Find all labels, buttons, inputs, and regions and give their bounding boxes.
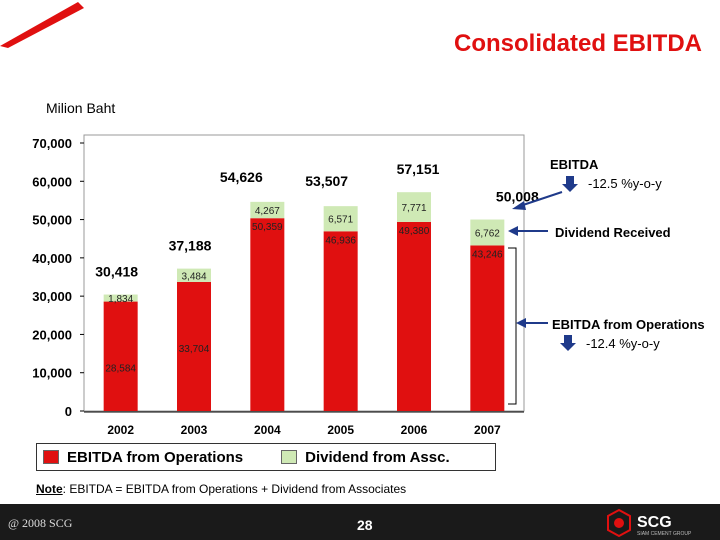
bar-total-label: 57,151 <box>397 161 440 177</box>
x-tick-label: 2007 <box>474 423 501 437</box>
x-tick-label: 2002 <box>107 423 134 437</box>
ebitda-down-icon <box>562 176 578 192</box>
bar-operations-label: 50,359 <box>252 222 283 233</box>
legend-label-dividend: Dividend from Assc. <box>305 448 450 466</box>
bar-total-label: 37,188 <box>169 238 212 254</box>
bar-operations <box>470 245 505 411</box>
bar-operations <box>103 301 138 411</box>
bar-dividend-label: 7,771 <box>401 203 426 214</box>
chart-legend: EBITDA from Operations Dividend from Ass… <box>36 443 496 471</box>
ops-bracket <box>508 247 517 405</box>
bar-operations <box>397 221 431 411</box>
page-number: 28 <box>357 517 373 533</box>
y-tick-label: 20,000 <box>32 327 72 342</box>
scg-logo-text: SCG <box>637 514 672 531</box>
bar-dividend-label: 3,484 <box>181 271 206 282</box>
ebitda-change-annotation: -12.5 %y-o-y <box>588 176 662 191</box>
bar-total-label: 53,507 <box>305 173 348 189</box>
x-tick-label: 2004 <box>254 423 281 437</box>
y-tick-label: 70,000 <box>32 136 72 151</box>
bar-dividend <box>177 268 211 282</box>
bar-dividend <box>103 294 138 302</box>
footer-bar <box>0 504 720 540</box>
y-tick-label: 0 <box>65 404 72 419</box>
bar-dividend-label: 4,267 <box>255 206 280 217</box>
bar-operations-label: 46,936 <box>325 235 356 246</box>
bar-dividend-label: 6,762 <box>475 228 500 239</box>
legend-item-operations: EBITDA from Operations <box>43 449 243 466</box>
bar-dividend-label: 1,834 <box>108 294 133 305</box>
ops-down-icon <box>560 335 576 351</box>
ebitda-annotation: EBITDA <box>550 157 599 172</box>
bar-operations <box>177 281 211 411</box>
y-tick-label: 30,000 <box>32 289 72 304</box>
legend-label-operations: EBITDA from Operations <box>67 448 244 466</box>
bar-total-label: 30,418 <box>95 264 138 280</box>
footnote: Note: EBITDA = EBITDA from Operations + … <box>36 482 406 496</box>
dividend-annotation: Dividend Received <box>555 225 671 240</box>
y-tick-label: 10,000 <box>32 366 72 381</box>
bar-operations <box>323 231 358 411</box>
legend-swatch-operations <box>43 450 59 464</box>
y-tick-label: 60,000 <box>32 174 72 189</box>
bar-total-label: 54,626 <box>220 169 263 185</box>
corner-logo-mark <box>0 2 84 48</box>
y-tick-label: 40,000 <box>32 251 72 266</box>
dividend-arrow <box>508 226 548 236</box>
bar-dividend <box>397 192 431 222</box>
unit-label: Milion Baht <box>46 100 116 116</box>
slide-title: Consolidated EBITDA <box>453 30 702 57</box>
ebitda-arrow <box>512 191 563 210</box>
y-tick-label: 50,000 <box>32 213 72 228</box>
bar-operations <box>250 218 285 411</box>
x-tick-label: 2006 <box>401 423 428 437</box>
note-text: : EBITDA = EBITDA from Operations + Divi… <box>62 482 407 496</box>
scg-logo: SCG SIAM CEMENT GROUP <box>607 508 692 538</box>
legend-item-dividend: Dividend from Assc. <box>281 448 450 466</box>
bar-dividend <box>250 201 285 219</box>
x-tick-label: 2005 <box>327 423 354 437</box>
ops-arrow <box>516 318 548 328</box>
bar-operations-label: 33,704 <box>179 344 210 355</box>
scg-logo-subtext: SIAM CEMENT GROUP <box>637 531 692 537</box>
bar-dividend <box>470 219 505 246</box>
note-prefix: Note <box>36 482 63 496</box>
bar-dividend-label: 6,571 <box>328 215 353 226</box>
footer-copyright: @ 2008 SCG <box>8 516 73 530</box>
bar-operations-label: 43,246 <box>472 249 503 260</box>
ops-annotation: EBITDA from Operations <box>552 317 705 332</box>
legend-swatch-dividend <box>281 450 298 464</box>
bar-dividend <box>323 206 358 232</box>
bar-total-label: 50,008 <box>496 189 539 205</box>
plot-area <box>83 134 525 412</box>
x-tick-label: 2003 <box>181 423 208 437</box>
bar-operations-label: 49,380 <box>399 226 430 237</box>
bar-operations-label: 28,584 <box>105 364 136 375</box>
ops-change-annotation: -12.4 %y-o-y <box>586 336 660 351</box>
